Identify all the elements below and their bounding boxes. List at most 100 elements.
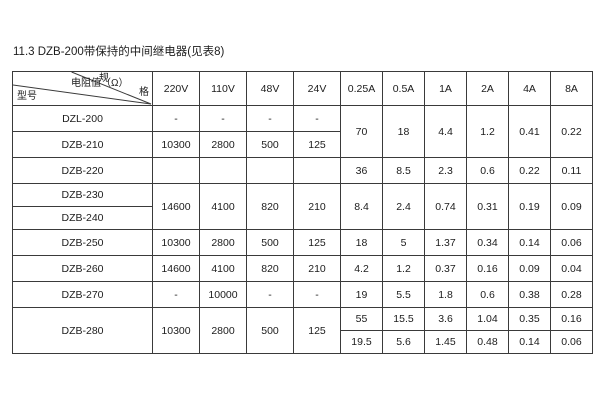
- cell-current: 0.6: [466, 281, 509, 308]
- cell-current: 0.31: [466, 183, 509, 230]
- cell-current: 0.14: [508, 330, 551, 354]
- cell-current: 0.38: [508, 281, 551, 308]
- cell-voltage: [293, 157, 341, 184]
- cell-voltage: -: [199, 105, 247, 132]
- cell-current: 1.8: [424, 281, 467, 308]
- cell-model: DZB-220: [12, 157, 153, 184]
- cell-current: 5.5: [382, 281, 425, 308]
- column-header-voltage-48v: 48V: [246, 71, 294, 106]
- column-header-current-4a: 4A: [508, 71, 551, 106]
- cell-current: 0.41: [508, 105, 551, 158]
- cell-voltage: -: [246, 105, 294, 132]
- table-row: 19.5 5.6 1.45 0.48 0.14 0.06: [13, 330, 593, 354]
- cell-voltage: 2800: [199, 131, 247, 158]
- table-row: DZB-280 10300 2800 500 125 55 15.5 3.6 1…: [12, 307, 593, 354]
- cell-current: 5: [382, 229, 425, 256]
- cell-current: 0.09: [550, 183, 593, 230]
- cell-current: 18: [340, 229, 383, 256]
- column-header-current-025a: 0.25A: [340, 71, 383, 106]
- cell-voltage: 10000: [199, 281, 247, 308]
- cell-voltage: 14600: [152, 183, 200, 230]
- cell-current: 0.06: [550, 229, 593, 256]
- cell-current: 0.04: [550, 255, 593, 282]
- cell-voltage: -: [152, 105, 200, 132]
- cell-voltage: [152, 157, 200, 184]
- cell-current: 0.48: [466, 330, 509, 354]
- cell-current: 0.74: [424, 183, 467, 230]
- table-row: DZB-240: [12, 206, 593, 230]
- cell-voltage: 820: [246, 255, 294, 282]
- cell-current: 0.37: [424, 255, 467, 282]
- cell-voltage: 10300: [152, 229, 200, 256]
- cell-current: 1.45: [424, 330, 467, 354]
- table-header-row: 规 格 电阻值（Ω） 型号 220V 110V 48V 24V 0.25A 0.…: [12, 71, 593, 106]
- cell-current: 15.5: [382, 307, 425, 331]
- cell-voltage: 14600: [152, 255, 200, 282]
- spec-table-container: 规 格 电阻值（Ω） 型号 220V 110V 48V 24V 0.25A 0.…: [12, 71, 593, 354]
- cell-current: 18: [382, 105, 425, 158]
- corner-spec-label-top: 规: [99, 73, 109, 84]
- page-title: 11.3 DZB-200带保持的中间继电器(见表8): [13, 46, 225, 58]
- table-row: DZB-260 14600 4100 820 210 4.2 1.2 0.37 …: [12, 255, 593, 282]
- cell-current: 0.14: [508, 229, 551, 256]
- cell-current: 70: [340, 105, 383, 158]
- cell-current: 0.16: [550, 307, 593, 331]
- cell-current: 1.37: [424, 229, 467, 256]
- column-header-current-8a: 8A: [550, 71, 593, 106]
- cell-model: DZL-200: [12, 105, 153, 132]
- cell-current: 19.5: [340, 330, 383, 354]
- cell-voltage: 820: [246, 183, 294, 230]
- cell-voltage: -: [246, 281, 294, 308]
- cell-current: 0.22: [550, 105, 593, 158]
- cell-voltage: 125: [293, 229, 341, 256]
- table-row: DZB-230 14600 4100 820 210 8.4 2.4 0.74 …: [12, 183, 593, 230]
- cell-voltage: [246, 157, 294, 184]
- cell-current: 8.5: [382, 157, 425, 184]
- cell-current: 0.16: [466, 255, 509, 282]
- cell-current: 4.4: [424, 105, 467, 158]
- cell-current: 55: [340, 307, 383, 331]
- corner-resistance-label: 电阻值（Ω）: [71, 78, 129, 89]
- column-header-voltage-110v: 110V: [199, 71, 247, 106]
- cell-current: 0.35: [508, 307, 551, 331]
- relay-spec-table: 规 格 电阻值（Ω） 型号 220V 110V 48V 24V 0.25A 0.…: [12, 71, 593, 354]
- cell-voltage: -: [152, 281, 200, 308]
- cell-model: DZB-270: [12, 281, 153, 308]
- cell-current: 0.6: [466, 157, 509, 184]
- cell-voltage: 125: [293, 307, 341, 354]
- cell-model: DZB-230: [12, 183, 153, 207]
- column-header-voltage-24v: 24V: [293, 71, 341, 106]
- cell-current: 8.4: [340, 183, 383, 230]
- column-header-current-2a: 2A: [466, 71, 509, 106]
- cell-current: 19: [340, 281, 383, 308]
- cell-voltage: 500: [246, 229, 294, 256]
- cell-current: 1.2: [466, 105, 509, 158]
- cell-voltage: 210: [293, 183, 341, 230]
- table-row: DZB-270 - 10000 - - 19 5.5 1.8 0.6 0.38 …: [12, 281, 593, 308]
- cell-model: DZB-210: [12, 131, 153, 158]
- column-header-current-1a: 1A: [424, 71, 467, 106]
- corner-header-cell: 规 格 电阻值（Ω） 型号: [12, 71, 153, 106]
- cell-model: DZB-260: [12, 255, 153, 282]
- column-header-voltage-220v: 220V: [152, 71, 200, 106]
- column-header-current-05a: 0.5A: [382, 71, 425, 106]
- cell-voltage: 500: [246, 307, 294, 354]
- cell-current: 0.09: [508, 255, 551, 282]
- cell-current: 0.06: [550, 330, 593, 354]
- cell-voltage: 2800: [199, 307, 247, 354]
- corner-model-label: 型号: [17, 91, 37, 102]
- cell-model: DZB-280: [12, 307, 153, 354]
- cell-voltage: 4100: [199, 255, 247, 282]
- cell-current: 0.34: [466, 229, 509, 256]
- cell-current: 0.28: [550, 281, 593, 308]
- cell-voltage: 125: [293, 131, 341, 158]
- cell-model: DZB-250: [12, 229, 153, 256]
- table-row: DZB-220 36 8.5 2.3 0.6 0.22 0.11: [12, 157, 593, 184]
- cell-current: 2.4: [382, 183, 425, 230]
- cell-voltage: -: [293, 105, 341, 132]
- cell-voltage: 4100: [199, 183, 247, 230]
- cell-voltage: 10300: [152, 131, 200, 158]
- table-row: DZB-250 10300 2800 500 125 18 5 1.37 0.3…: [12, 229, 593, 256]
- cell-voltage: 10300: [152, 307, 200, 354]
